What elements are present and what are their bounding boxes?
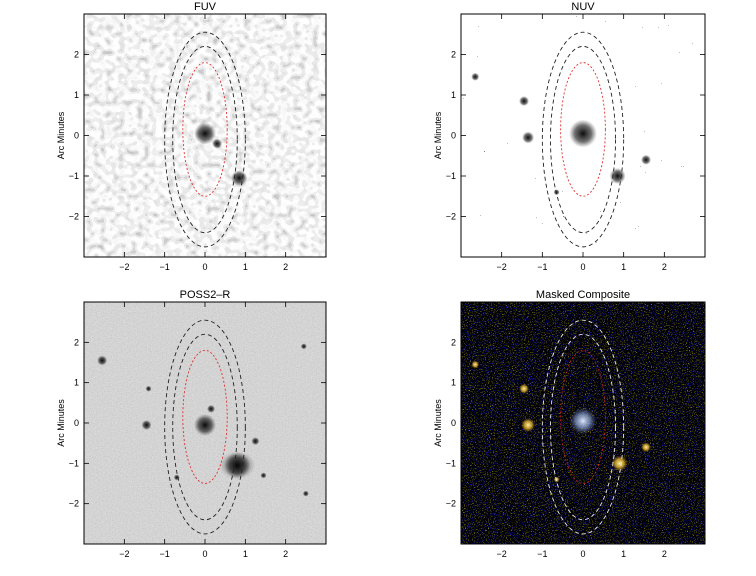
y-tick-label: −2	[69, 499, 79, 509]
x-tick-label: −1	[537, 549, 547, 559]
x-tick-label: 1	[621, 549, 626, 559]
y-axis-label: Arc Minutes	[433, 111, 443, 159]
source-blob	[231, 170, 248, 187]
y-tick-label: 1	[74, 378, 79, 388]
source-blob	[141, 420, 152, 431]
source-blob	[212, 138, 223, 149]
panel-fuv: −2 −2 −1 −1 0 0 1 1 2 2 FUV Arc Minutes	[56, 1, 327, 272]
x-tick-label: −2	[497, 262, 507, 272]
source-blob	[207, 404, 216, 413]
x-tick-label: 0	[202, 262, 207, 272]
panel-poss: −2 −2 −1 −1 0 0 1 1 2 2 POSS2–R Arc Minutes	[56, 289, 327, 559]
source-blob	[194, 414, 216, 437]
panel-title: POSS2–R	[180, 289, 231, 301]
x-tick-label: −1	[160, 549, 170, 559]
x-tick-label: −1	[537, 262, 547, 272]
source-blob	[145, 385, 152, 392]
panel-title: NUV	[571, 1, 595, 13]
panel-nuv: −2 −2 −1 −1 0 0 1 1 2 2 NUV Arc Minutes	[433, 1, 706, 272]
y-tick-label: 0	[74, 418, 79, 428]
source-blob	[302, 490, 309, 497]
inner-ellipse	[182, 349, 228, 484]
inner-ellipse	[560, 349, 606, 484]
source-blob	[641, 154, 652, 165]
panel-image	[461, 14, 705, 257]
x-tick-label: 2	[662, 262, 667, 272]
source-blob	[173, 474, 180, 481]
x-tick-label: 0	[580, 549, 585, 559]
x-tick-label: 1	[621, 262, 626, 272]
y-tick-label: −1	[69, 458, 79, 468]
y-tick-label: 0	[451, 418, 456, 428]
panel-image	[461, 302, 705, 544]
x-tick-label: −2	[119, 262, 129, 272]
y-tick-label: 0	[451, 131, 456, 141]
y-tick-label: −1	[69, 171, 79, 181]
y-tick-label: 2	[74, 50, 79, 60]
x-tick-label: 0	[580, 262, 585, 272]
y-axis-label: Arc Minutes	[56, 399, 66, 447]
panel-title: Masked Composite	[536, 289, 630, 301]
x-tick-label: −2	[497, 549, 507, 559]
x-tick-label: 2	[283, 262, 288, 272]
x-tick-label: 2	[283, 549, 288, 559]
y-axis-label: Arc Minutes	[56, 111, 66, 159]
source-blob	[569, 119, 597, 148]
inner-ellipse	[560, 62, 606, 197]
x-tick-label: −1	[160, 262, 170, 272]
x-tick-label: 2	[662, 549, 667, 559]
middle-ellipse	[172, 45, 238, 234]
y-tick-label: 2	[74, 337, 79, 347]
y-tick-label: 1	[451, 378, 456, 388]
y-tick-label: 0	[74, 131, 79, 141]
middle-ellipse	[172, 333, 238, 521]
panel-title: FUV	[194, 1, 217, 13]
source-blob	[519, 383, 530, 394]
y-axis-label: Arc Minutes	[433, 399, 443, 447]
x-tick-label: 0	[202, 549, 207, 559]
source-blob	[471, 72, 480, 81]
panel-comp: −2 −2 −1 −1 0 0 1 1 2 2 Masked Composite Arc Minute…	[433, 289, 706, 559]
source-blob	[300, 343, 307, 350]
panel-image	[84, 14, 326, 257]
y-tick-label: 1	[74, 90, 79, 100]
y-tick-label: −2	[446, 499, 456, 509]
x-tick-label: −2	[119, 549, 129, 559]
source-blob	[471, 360, 480, 369]
source-blob	[519, 96, 530, 107]
y-tick-label: −1	[446, 458, 456, 468]
source-blob	[521, 418, 536, 433]
outer-ellipse	[541, 31, 625, 248]
source-blob	[611, 455, 628, 472]
outer-ellipse	[541, 319, 625, 535]
outer-ellipse	[164, 319, 246, 535]
middle-ellipse	[550, 45, 616, 234]
source-blob	[609, 168, 626, 184]
x-tick-label: 1	[243, 262, 248, 272]
source-blob	[251, 437, 260, 446]
outer-ellipse	[164, 31, 246, 248]
y-tick-label: 1	[451, 90, 456, 100]
source-blob	[194, 122, 216, 145]
source-blob	[260, 472, 267, 479]
middle-ellipse	[550, 333, 616, 521]
source-blob	[522, 131, 535, 144]
x-tick-label: 1	[243, 549, 248, 559]
source-blob	[641, 442, 652, 453]
y-tick-label: 2	[451, 337, 456, 347]
y-tick-label: −1	[446, 171, 456, 181]
y-tick-label: 2	[451, 50, 456, 60]
galaxy-halo	[219, 451, 256, 480]
y-tick-label: −2	[446, 212, 456, 222]
source-blob	[569, 406, 597, 435]
source-blob	[97, 355, 108, 366]
panel-image	[84, 302, 326, 544]
inner-ellipse	[182, 62, 228, 197]
y-tick-label: −2	[69, 212, 79, 222]
